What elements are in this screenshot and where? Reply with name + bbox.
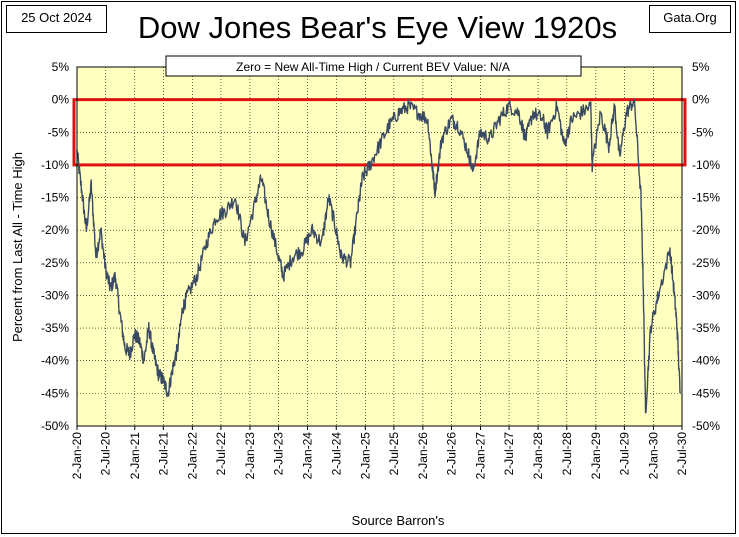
x-tick-label: 2-Jul-26 — [444, 432, 458, 476]
y-tick-label-right: -10% — [692, 158, 720, 172]
x-tick-label: 2-Jan-25 — [358, 432, 372, 480]
y-tick-label-left: 0% — [52, 93, 70, 107]
x-tick-label: 2-Jul-23 — [272, 432, 286, 476]
y-axis-label: Percent from Last All - Time High — [10, 152, 25, 342]
x-tick-label: 2-Jul-29 — [617, 432, 631, 476]
x-tick-label: 2-Jul-22 — [214, 432, 228, 476]
y-tick-label-left: -45% — [41, 386, 69, 400]
x-tick-label: 2-Jan-21 — [128, 432, 142, 480]
x-tick-label: 2-Jan-22 — [185, 432, 199, 480]
y-tick-label-left: -10% — [41, 158, 69, 172]
x-tick-label: 2-Jan-27 — [473, 432, 487, 480]
y-tick-label-right: -40% — [692, 354, 720, 368]
y-tick-label-left: -20% — [41, 223, 69, 237]
chart-subtitle: Zero = New All-Time High / Current BEV V… — [236, 60, 510, 74]
y-tick-label-right: 5% — [692, 60, 710, 74]
y-tick-label-left: -35% — [41, 321, 69, 335]
subtitle-box: Zero = New All-Time High / Current BEV V… — [165, 55, 582, 77]
x-ticks: 2-Jan-20 2-Jul-20 2-Jan-21 2-Jul-21 2-Jan-22… — [70, 426, 689, 479]
x-axis-label: Source Barron's — [352, 513, 445, 528]
x-tick-label: 2-Jan-28 — [531, 432, 545, 480]
y-tick-label-left: -25% — [41, 256, 69, 270]
subtitle-background — [165, 55, 582, 77]
y-tick-label-right: -15% — [692, 191, 720, 205]
y-tick-label-right: 0% — [692, 93, 710, 107]
y-tick-label-right: -20% — [692, 223, 720, 237]
x-tick-label: 2-Jul-24 — [329, 432, 343, 476]
y-tick-label-right: -35% — [692, 321, 720, 335]
x-tick-label: 2-Jan-26 — [416, 432, 430, 480]
y-tick-label-right: -5% — [692, 125, 714, 139]
brand-label: Gata.Org — [649, 5, 731, 33]
x-tick-label: 2-Jan-24 — [301, 432, 315, 480]
x-tick-label: 2-Jul-20 — [99, 432, 113, 476]
y-tick-label-right: -25% — [692, 256, 720, 270]
y-tick-label-left: -30% — [41, 288, 69, 302]
x-tick-label: 2-Jan-30 — [646, 432, 660, 480]
date-label: 25 Oct 2024 — [6, 5, 107, 33]
x-tick-label: 2-Jan-20 — [70, 432, 84, 480]
y-ticks-left: 5% 0% -5% -10% -15% -20% -25% -30% -35% -40% -45% -… — [41, 60, 69, 433]
series-layer — [72, 98, 687, 414]
x-tick-label: 2-Jan-23 — [243, 432, 257, 480]
y-tick-label-left: -5% — [48, 125, 70, 139]
y-tick-label-left: -50% — [41, 419, 69, 433]
y-tick-label-left: 5% — [52, 60, 70, 74]
y-tick-label-right: -30% — [692, 288, 720, 302]
x-tick-label: 2-Jul-27 — [502, 432, 516, 476]
series-line — [76, 98, 681, 414]
y-tick-label-right: -45% — [692, 386, 720, 400]
y-tick-label-left: -40% — [41, 354, 69, 368]
y-tick-label-right: -50% — [692, 419, 720, 433]
x-tick-label: 2-Jul-28 — [560, 432, 574, 476]
y-tick-label-left: -15% — [41, 191, 69, 205]
x-tick-label: 2-Jan-29 — [589, 432, 603, 480]
y-ticks-right: 5% 0% -5% -10% -15% -20% -25% -30% -35% -40% -45% -… — [692, 60, 720, 433]
chart-title: Dow Jones Bear's Eye View 1920s — [137, 10, 618, 45]
x-tick-label: 2-Jul-30 — [675, 432, 689, 476]
x-tick-label: 2-Jul-21 — [156, 432, 170, 476]
x-tick-label: 2-Jul-25 — [387, 432, 401, 476]
highlight-band — [72, 98, 687, 167]
